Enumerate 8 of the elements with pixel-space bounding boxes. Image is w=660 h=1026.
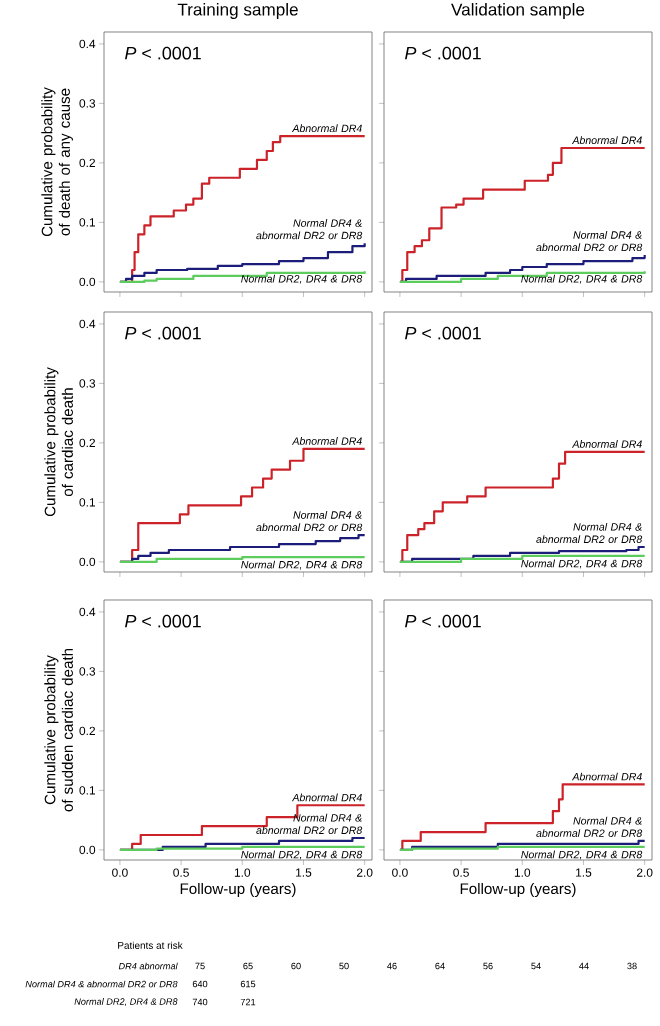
annotation: P < .0001: [125, 46, 201, 60]
chart-title: Validation sample: [451, 3, 585, 19]
annotation: P < .0001: [125, 614, 201, 628]
chart-title: Training sample: [177, 3, 298, 19]
annotation: P < .0001: [405, 614, 481, 628]
annotation: P < .0001: [405, 46, 481, 60]
annotation: P < .0001: [405, 326, 481, 340]
annotation: P < .0001: [125, 326, 201, 340]
